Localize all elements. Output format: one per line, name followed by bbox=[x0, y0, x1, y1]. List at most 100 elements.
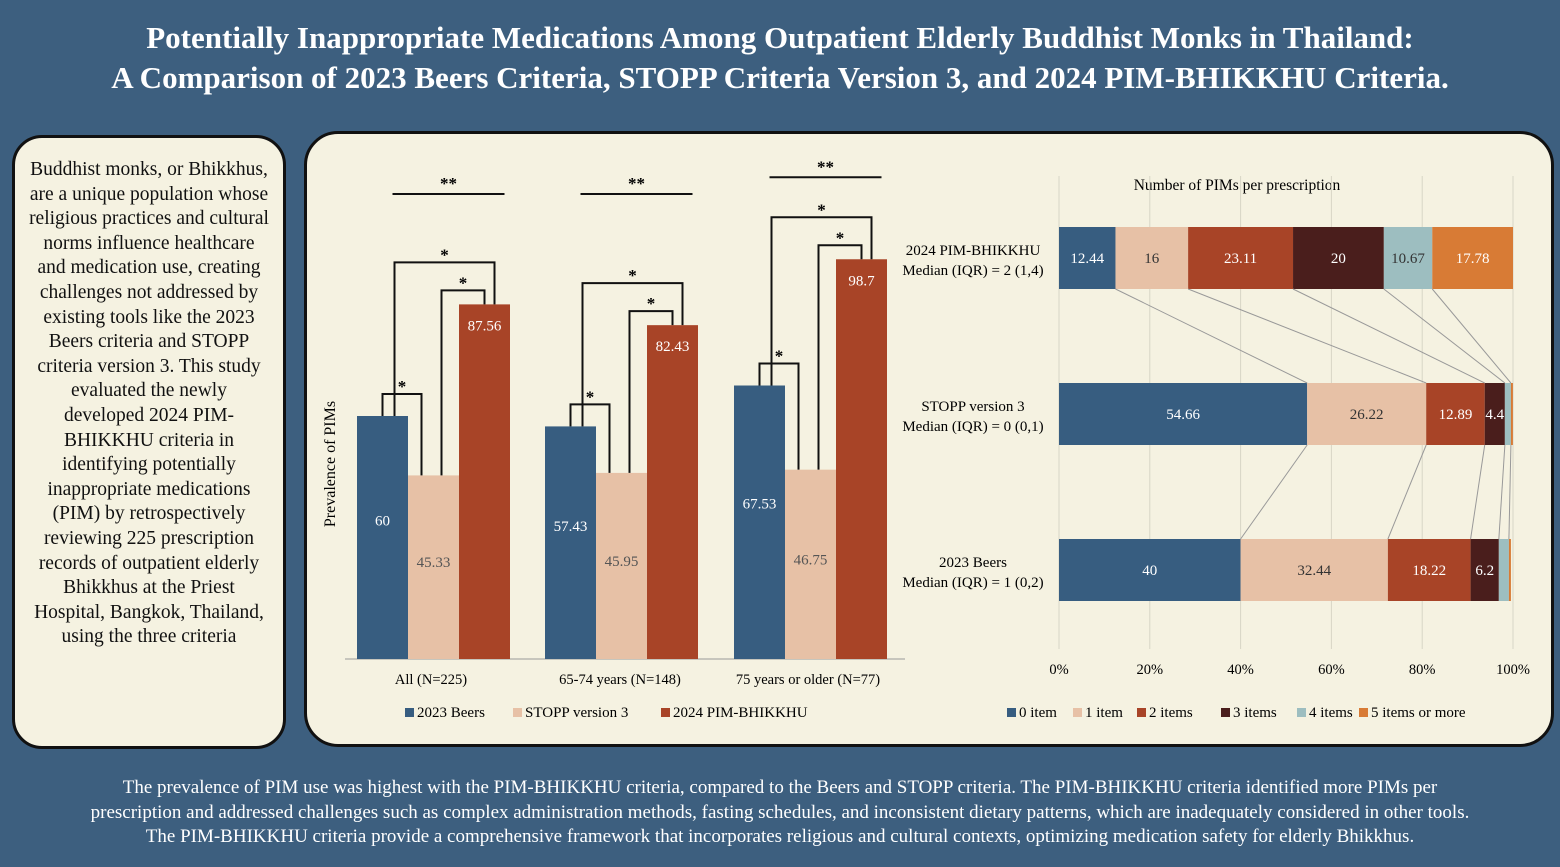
stack-segment-2-row-2 bbox=[1307, 383, 1427, 445]
series-connector-line bbox=[1431, 288, 1512, 384]
footer-line-3: The PIM-BHIKKHU criteria provide a compr… bbox=[145, 826, 1415, 847]
bar-2-group-2 bbox=[596, 472, 647, 659]
significance-marker: * bbox=[398, 377, 407, 396]
poster-title: Potentially Inappropriate Medications Am… bbox=[0, 18, 1560, 98]
bar-3-group-1 bbox=[459, 304, 510, 659]
segment-value-label: 10.67 bbox=[1391, 251, 1425, 267]
bar-3-group-3 bbox=[836, 259, 887, 659]
legend-label: STOPP version 3 bbox=[525, 705, 628, 721]
series-connector-line bbox=[1387, 444, 1427, 540]
legend-label: 1 item bbox=[1085, 705, 1123, 721]
prevalence-bar-chart: Prevalence of PIMs 60 45.33 87.56 All (N=225… bbox=[322, 157, 905, 721]
series-connector-line bbox=[1383, 288, 1506, 384]
stack-segment-3-row-2 bbox=[1426, 383, 1485, 445]
results-chart-panel: Prevalence of PIMs 60 45.33 87.56 All (N=225… bbox=[304, 131, 1554, 747]
bar-value-label: 67.53 bbox=[743, 497, 777, 513]
series-connector-line bbox=[1115, 288, 1308, 384]
segment-value-label: 20 bbox=[1331, 251, 1346, 267]
significance-bracket bbox=[581, 282, 684, 427]
segment-value-label: 18.22 bbox=[1412, 563, 1446, 579]
category-tick-label: 75 years or older (N=77) bbox=[736, 672, 880, 688]
significance-marker: * bbox=[817, 200, 826, 219]
stack-segment-1-row-2 bbox=[1059, 383, 1308, 445]
segment-value-label: 6.2 bbox=[1475, 563, 1494, 579]
significance-marker: * bbox=[586, 387, 595, 406]
segment-value-label: 54.66 bbox=[1166, 407, 1200, 423]
segment-value-label: 4.4 bbox=[1485, 407, 1504, 423]
stack-segment-4-row-2 bbox=[1484, 383, 1505, 445]
segment-value-label: 12.44 bbox=[1070, 251, 1104, 267]
legend-swatch bbox=[1221, 708, 1230, 717]
row-category-label: 2024 PIM-BHIKKHU bbox=[906, 243, 1041, 259]
legend-swatch bbox=[1297, 708, 1306, 717]
stack-segment-3-row-1 bbox=[1188, 227, 1294, 289]
segment-value-label: 32.44 bbox=[1297, 563, 1331, 579]
significance-bracket bbox=[628, 310, 674, 473]
stack-chart-title: Number of PIMs per prescription bbox=[1134, 177, 1341, 194]
row-median-label: Median (IQR) = 1 (0,2) bbox=[902, 575, 1043, 591]
legend-label: 5 items or more bbox=[1371, 705, 1466, 721]
series-connector-line bbox=[1292, 288, 1485, 384]
bar-value-label: 60 bbox=[375, 513, 390, 529]
legend-label: 0 item bbox=[1019, 705, 1057, 721]
series-connector-line bbox=[1498, 444, 1506, 540]
stack-segment-6-row-1 bbox=[1432, 227, 1513, 289]
significance-bracket bbox=[758, 362, 800, 470]
segment-value-label: 40 bbox=[1142, 563, 1157, 579]
bar-3-group-2 bbox=[647, 325, 698, 659]
segment-value-label: 16 bbox=[1144, 251, 1160, 267]
legend-swatch bbox=[405, 708, 414, 717]
legend-swatch bbox=[1137, 708, 1146, 717]
x-tick-label: 40% bbox=[1227, 662, 1254, 678]
stack-segment-5-row-2 bbox=[1504, 383, 1511, 445]
conclusion-footer: The prevalence of PIM use was highest wi… bbox=[0, 776, 1560, 850]
row-category-label: 2023 Beers bbox=[939, 555, 1007, 571]
x-tick-label: 20% bbox=[1137, 662, 1164, 678]
legend-label: 4 items bbox=[1309, 705, 1353, 721]
bar-value-label: 82.43 bbox=[656, 339, 690, 355]
legend-label: 2024 PIM-BHIKKHU bbox=[673, 705, 808, 721]
series-connector-line bbox=[1470, 444, 1486, 540]
bar-1-group-3 bbox=[734, 385, 785, 659]
bar-1-group-1 bbox=[357, 416, 408, 659]
charts-svg: Prevalence of PIMs 60 45.33 87.56 All (N=225… bbox=[322, 157, 1530, 721]
significance-marker: * bbox=[440, 245, 449, 264]
bar-value-label: 46.75 bbox=[794, 552, 828, 568]
stack-segment-2-row-3 bbox=[1240, 539, 1388, 601]
significance-marker: ** bbox=[440, 174, 457, 193]
bar-1-group-2 bbox=[545, 426, 596, 659]
significance-marker: ** bbox=[628, 174, 645, 193]
stack-segment-4-row-1 bbox=[1293, 227, 1384, 289]
legend-label: 2023 Beers bbox=[417, 705, 485, 721]
stack-segment-4-row-3 bbox=[1470, 539, 1499, 601]
legend-swatch bbox=[1073, 708, 1082, 717]
stack-segment-1-row-3 bbox=[1059, 539, 1241, 601]
series-connector-line bbox=[1240, 444, 1308, 540]
stack-segment-5-row-3 bbox=[1498, 539, 1509, 601]
footer-line-1: The prevalence of PIM use was highest wi… bbox=[122, 777, 1438, 798]
bar-value-label: 45.33 bbox=[417, 555, 451, 571]
legend-swatch bbox=[661, 708, 670, 717]
x-tick-label: 60% bbox=[1318, 662, 1345, 678]
legend-swatch bbox=[1359, 708, 1368, 717]
row-median-label: Median (IQR) = 2 (1,4) bbox=[902, 263, 1043, 279]
stack-segment-3-row-3 bbox=[1387, 539, 1471, 601]
bar-value-label: 87.56 bbox=[468, 318, 502, 334]
category-tick-label: 65-74 years (N=148) bbox=[559, 672, 681, 688]
x-tick-label: 100% bbox=[1496, 662, 1530, 678]
y-axis-label: Prevalence of PIMs bbox=[322, 401, 339, 527]
bar-2-group-1 bbox=[408, 475, 459, 659]
significance-bracket bbox=[381, 393, 423, 476]
significance-bracket bbox=[393, 261, 496, 416]
footer-line-2: prescription and addressed challenges su… bbox=[90, 801, 1470, 823]
significance-bracket bbox=[770, 216, 873, 386]
background-summary-text: Buddhist monks, or Bhikkhus, are a uniqu… bbox=[29, 159, 269, 648]
stack-segment-5-row-1 bbox=[1383, 227, 1433, 289]
title-line-2: A Comparison of 2023 Beers Criteria, STO… bbox=[111, 60, 1449, 95]
legend-swatch bbox=[1007, 708, 1016, 717]
segment-value-label: 26.22 bbox=[1350, 407, 1384, 423]
row-category-label: STOPP version 3 bbox=[921, 399, 1024, 415]
x-tick-label: 80% bbox=[1409, 662, 1436, 678]
background-summary-box: Buddhist monks, or Bhikkhus, are a uniqu… bbox=[12, 135, 286, 749]
segment-value-label: 17.78 bbox=[1456, 251, 1490, 267]
